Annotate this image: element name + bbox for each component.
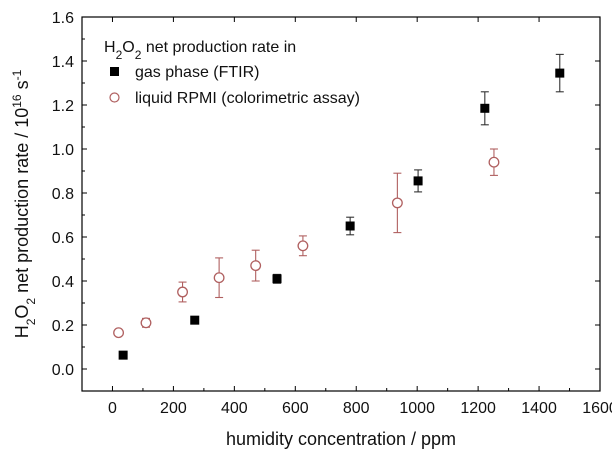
x-tick-label: 400 [221,400,248,417]
x-tick-label: 600 [282,400,309,417]
data-series [113,53,565,360]
x-tick-label: 800 [343,400,370,417]
x-tick-label: 200 [160,400,187,417]
y-tick-label: 0.2 [52,318,74,335]
x-axis-title: humidity concentration / ppm [226,429,456,449]
data-point [250,260,262,272]
legend-title: H2O2 net production rate in [104,39,296,62]
data-point [480,103,490,113]
y-tick-label: 0.6 [52,230,74,247]
x-tick-label: 0 [108,400,117,417]
data-point [213,272,225,284]
y-tick-label: 0.8 [52,186,74,203]
series-gas-phase [118,53,565,360]
x-tick-label: 1000 [399,400,435,417]
data-point [345,221,355,231]
y-axis-title: H2O2 net production rate / 1016 s-1 [10,69,38,338]
x-tick-label: 1200 [460,400,496,417]
data-point [391,197,403,209]
legend-marker-gas-phase [110,67,119,76]
data-point [140,317,152,329]
legend-label-liquid-rpmi: liquid RPMI (colorimetric assay) [135,90,360,107]
x-tick-label: 1400 [521,400,557,417]
y-tick-label: 1.2 [52,98,74,115]
y-tick-label: 1.6 [52,10,74,27]
legend: H2O2 net production rate in gas phase (F… [104,39,360,107]
data-point [272,274,282,284]
y-tick-label: 0.0 [52,362,74,379]
legend-marker-liquid-rpmi [109,92,120,103]
y-tick-label: 1.4 [52,54,74,71]
series-liquid-rpmi [113,148,500,339]
axis-ticks [82,16,601,391]
data-point [413,176,423,186]
y-tick-label: 1.0 [52,142,74,159]
y-tick-label: 0.4 [52,274,74,291]
data-point [555,68,565,78]
data-point [190,315,200,325]
data-point [113,327,125,339]
data-point [488,156,500,168]
legend-label-gas-phase: gas phase (FTIR) [135,64,259,81]
data-point [297,240,309,252]
data-point [177,286,189,298]
plot-frame [81,16,601,392]
data-point [118,350,128,360]
